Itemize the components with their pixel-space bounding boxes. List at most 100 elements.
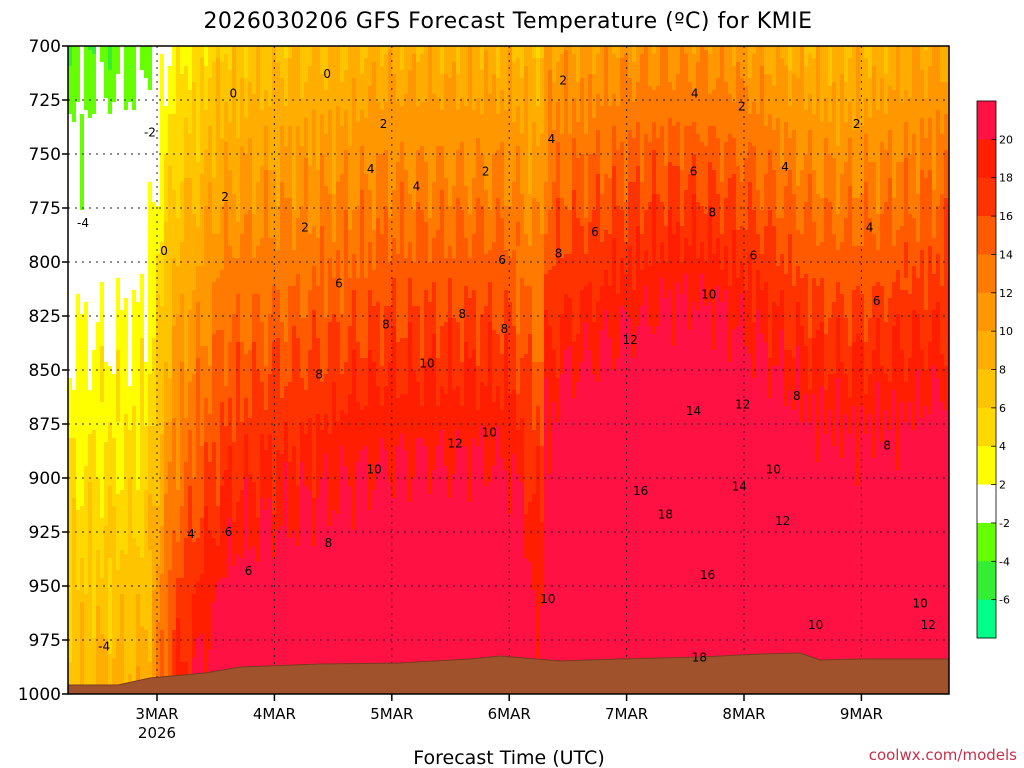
temp-cell xyxy=(128,370,133,375)
temp-cell xyxy=(148,178,153,183)
temp-cell xyxy=(152,634,157,639)
temp-cell xyxy=(92,354,97,359)
temp-cell xyxy=(112,410,117,415)
temp-cell xyxy=(120,394,125,399)
temp-cell xyxy=(72,390,77,395)
temp-cell xyxy=(152,258,157,263)
temp-cell xyxy=(96,682,101,687)
temp-cell xyxy=(140,150,145,155)
temp-cell xyxy=(84,562,89,567)
temp-cell xyxy=(120,318,125,323)
temp-cell xyxy=(68,254,73,259)
temp-cell xyxy=(136,94,141,99)
temp-cell xyxy=(120,126,125,131)
temp-cell xyxy=(68,446,73,451)
temp-cell xyxy=(88,618,93,623)
temp-cell xyxy=(88,526,93,531)
temp-cell xyxy=(148,586,153,591)
temp-cell xyxy=(180,402,185,407)
temp-cell xyxy=(152,54,157,59)
temp-cell xyxy=(156,494,161,499)
temp-cell xyxy=(116,670,121,675)
temp-cell xyxy=(188,362,193,367)
temp-cell xyxy=(124,678,129,683)
temp-cell xyxy=(124,570,129,575)
temp-cell xyxy=(172,502,177,507)
temp-cell xyxy=(68,170,73,175)
temp-cell xyxy=(80,678,85,683)
temp-cell xyxy=(100,498,105,503)
temp-cell xyxy=(160,142,165,147)
temp-cell xyxy=(88,70,93,75)
temp-cell xyxy=(180,570,185,575)
temp-cell xyxy=(108,386,113,391)
temp-cell xyxy=(140,390,145,395)
temp-cell xyxy=(116,230,121,235)
temp-cell xyxy=(108,322,113,327)
temp-cell xyxy=(148,82,153,87)
temp-cell xyxy=(116,406,121,411)
temp-cell xyxy=(100,510,105,515)
temp-cell xyxy=(116,354,121,359)
temp-cell xyxy=(148,54,153,59)
temp-cell xyxy=(84,486,89,491)
temp-cell xyxy=(124,674,129,679)
temp-cell xyxy=(188,294,193,299)
temp-cell xyxy=(172,106,177,111)
temp-cell xyxy=(108,470,113,475)
temp-cell xyxy=(152,106,157,111)
temp-cell xyxy=(152,406,157,411)
temp-cell xyxy=(180,142,185,147)
temp-cell xyxy=(172,354,177,359)
temp-cell xyxy=(124,342,129,347)
temp-cell xyxy=(116,498,121,503)
temp-cell xyxy=(148,674,153,679)
temp-cell xyxy=(84,54,89,59)
temp-cell xyxy=(84,518,89,523)
temp-cell xyxy=(180,282,185,287)
temp-cell xyxy=(108,622,113,627)
temp-cell xyxy=(160,674,165,679)
temp-cell xyxy=(172,542,177,547)
temp-cell xyxy=(176,298,181,303)
temp-cell xyxy=(92,430,97,435)
temp-cell xyxy=(140,414,145,419)
temp-cell xyxy=(76,138,81,143)
temp-cell xyxy=(100,566,105,571)
temp-cell xyxy=(132,66,137,71)
temp-cell xyxy=(184,670,189,675)
temp-cell xyxy=(68,350,73,355)
temp-cell xyxy=(132,582,137,587)
temp-cell xyxy=(156,546,161,551)
temp-cell xyxy=(100,258,105,263)
temp-cell xyxy=(184,510,189,515)
temp-cell xyxy=(68,286,73,291)
temp-cell xyxy=(116,650,121,655)
temp-cell xyxy=(160,666,165,671)
temp-cell xyxy=(92,366,97,371)
temp-cell xyxy=(76,638,81,643)
temp-cell xyxy=(172,74,177,79)
temp-cell xyxy=(88,546,93,551)
temp-cell xyxy=(172,622,177,627)
temp-cell xyxy=(80,170,85,175)
temp-cell xyxy=(140,438,145,443)
temp-cell xyxy=(100,422,105,427)
temp-cell xyxy=(80,78,85,83)
temp-cell xyxy=(88,82,93,87)
temp-cell xyxy=(184,482,189,487)
temp-cell xyxy=(184,386,189,391)
temp-cell xyxy=(168,622,173,627)
temp-cell xyxy=(124,198,129,203)
temp-cell xyxy=(84,50,89,55)
temp-cell xyxy=(96,458,101,463)
temp-cell xyxy=(108,50,113,55)
temp-cell xyxy=(112,458,117,463)
temp-cell xyxy=(100,126,105,131)
temp-cell xyxy=(160,406,165,411)
temp-cell xyxy=(72,226,77,231)
temp-cell xyxy=(152,182,157,187)
temp-cell xyxy=(76,226,81,231)
temp-cell xyxy=(156,226,161,231)
temp-cell xyxy=(164,290,169,295)
